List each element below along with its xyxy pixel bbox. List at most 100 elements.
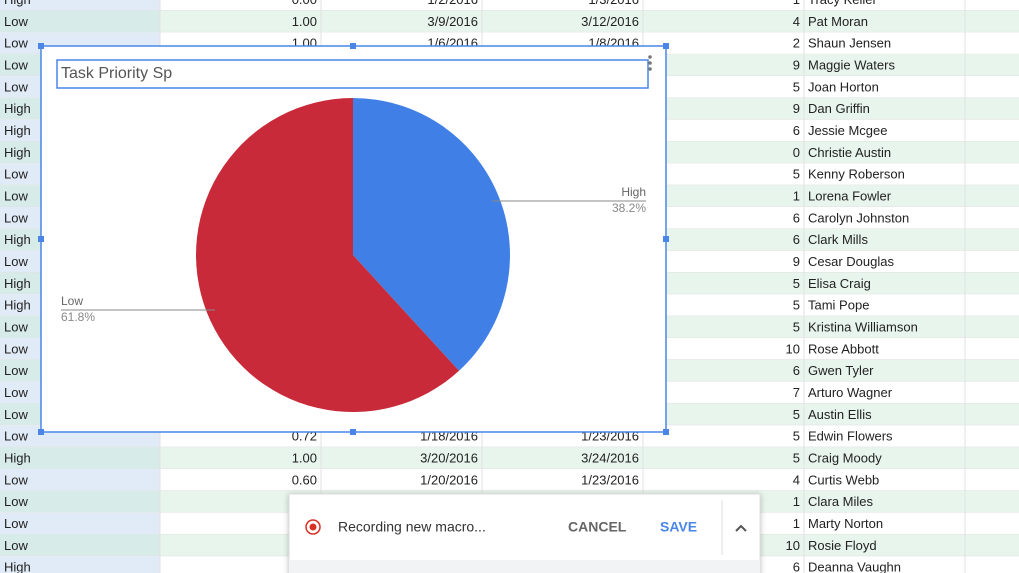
cell-text: Low (4, 494, 28, 509)
cell-text: Arturo Wagner (808, 385, 893, 400)
cell-text: 10 (786, 341, 800, 356)
cell-text: Craig Moody (808, 450, 882, 465)
selected-column-cell (0, 10, 160, 33)
cell-text: 10 (786, 538, 800, 553)
cell-text: 0.00 (292, 0, 317, 7)
cell-text: Rose Abbott (808, 341, 879, 356)
cell-text: 9 (793, 58, 800, 73)
cell-text: 3/9/2016 (427, 14, 478, 29)
cell-text: Christie Austin (808, 145, 891, 160)
title-input[interactable] (56, 59, 649, 89)
pie-slice (195, 98, 460, 412)
cell-text: Clara Miles (808, 494, 874, 509)
cell-text: Marty Norton (808, 516, 883, 531)
cell-text: High (4, 276, 31, 291)
chart-menu[interactable] (648, 55, 652, 71)
cell-text: Kristina Williamson (808, 320, 918, 335)
cell-text: Tami Pope (808, 298, 869, 313)
cell-text: 1 (793, 494, 800, 509)
cell-text: 6 (793, 363, 800, 378)
chart[interactable]: Task Priority Sp High 38.2% Low 61.8% (38, 43, 669, 435)
cell-text: Low (4, 189, 28, 204)
cell-text: Low (4, 58, 28, 73)
cell-text: 5 (793, 298, 800, 313)
cell-text: High (4, 560, 31, 573)
macro-footer (289, 560, 760, 573)
cell-text: High (4, 232, 31, 247)
cell-text: 1/3/2016 (588, 0, 639, 7)
macro-bar: Recording new macro... CANCEL SAVE (288, 493, 761, 573)
cell-text: Low (4, 341, 28, 356)
cell-text: Low (4, 36, 28, 51)
cell-text: Low (4, 167, 28, 182)
cell-text: 5 (793, 167, 800, 182)
cell-text: 4 (793, 14, 800, 29)
cell-text: Elisa Craig (808, 276, 871, 291)
cell-text: High (4, 450, 31, 465)
cell-text: Carolyn Johnston (808, 210, 909, 225)
cell-text: 7 (793, 385, 800, 400)
row-bg (0, 447, 1019, 469)
cell-text: 1/2/2016 (427, 0, 478, 7)
slice-label: Low (61, 294, 83, 308)
cell-text: 0.60 (292, 472, 317, 487)
cell-text: Kenny Roberson (808, 167, 905, 182)
row-bg (0, 468, 1019, 491)
cell-text: 1 (793, 516, 800, 531)
selected-column-cell (0, 490, 160, 513)
cell-text: Cesar Douglas (808, 254, 894, 269)
cell-text: Low (4, 385, 28, 400)
cell-text: Low (4, 429, 28, 444)
selected-column-cell (0, 534, 160, 557)
cell-text: Pat Moran (808, 14, 868, 29)
cell-text: Low (4, 407, 28, 422)
cell-text: 1.00 (292, 14, 317, 29)
save-button[interactable]: SAVE (660, 519, 697, 535)
cell-text: 2 (793, 36, 800, 51)
cell-text: Shaun Jensen (808, 36, 891, 51)
macro-panel (288, 493, 761, 573)
cell-text: High (4, 145, 31, 160)
cell-text: Low (4, 516, 28, 531)
cell-text: 5 (793, 79, 800, 94)
selected-column-cell (0, 468, 160, 491)
cell-text: 1 (793, 189, 800, 204)
cell-text: 6 (793, 560, 800, 573)
cell-text: 1 (793, 0, 800, 7)
collapse-button[interactable] (735, 524, 747, 532)
resize-handles[interactable] (38, 43, 669, 435)
cell-text: 6 (793, 232, 800, 247)
row-bg (0, 10, 1019, 33)
cell-text: 6 (793, 123, 800, 138)
cell-text: 1.00 (292, 450, 317, 465)
cell-text: High (4, 101, 31, 116)
cell-text: Low (4, 363, 28, 378)
cell-text: 0 (793, 145, 800, 160)
cell-text: 4 (793, 472, 800, 487)
selected-column-cell (0, 447, 160, 469)
selected-column-cell (0, 512, 160, 535)
cell-text: Maggie Waters (808, 58, 895, 73)
selected-column-cell (0, 556, 160, 573)
cancel-button[interactable]: CANCEL (568, 519, 627, 535)
cell-text: Rosie Floyd (808, 538, 877, 553)
cell-text: High (4, 123, 31, 138)
cell-text: High (4, 298, 31, 313)
cell-text: 3/20/2016 (420, 450, 478, 465)
cell-text: Low (4, 254, 28, 269)
cell-text: Low (4, 210, 28, 225)
chart-title[interactable]: Task Priority Sp (61, 65, 172, 82)
cell-text: 1/20/2016 (420, 472, 478, 487)
cell-text: 3/24/2016 (581, 450, 639, 465)
cell-text: Low (4, 472, 28, 487)
cell-text: Low (4, 79, 28, 94)
cell-text: Gwen Tyler (808, 363, 874, 378)
cell-text: 5 (793, 407, 800, 422)
cell-text: Low (4, 14, 28, 29)
selected-column-cell (0, 0, 160, 11)
cell-text: Curtis Webb (808, 472, 879, 487)
cell-text: Low (4, 538, 28, 553)
cell-text: 9 (793, 101, 800, 116)
cell-text: Lorena Fowler (808, 189, 892, 204)
